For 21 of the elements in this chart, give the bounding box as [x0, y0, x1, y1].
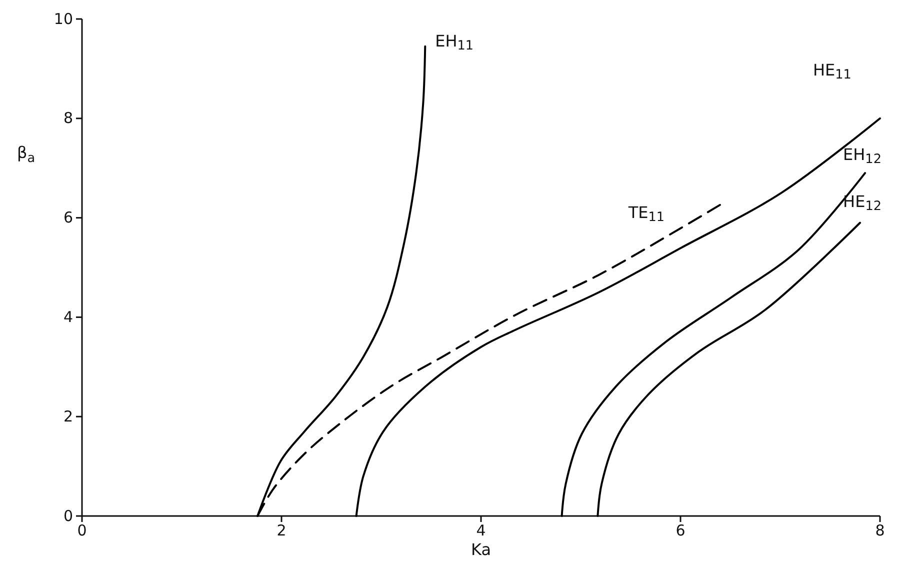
series-label: EH$_{12}$ — [843, 145, 882, 168]
x-tick-label: 6 — [676, 522, 686, 540]
line-series — [596, 222, 862, 517]
series-label: TE$_{11}$ — [627, 203, 665, 226]
y-tick-label: 6 — [63, 208, 73, 227]
y-tick-label: 2 — [63, 407, 73, 426]
x-tick-label: 0 — [77, 522, 87, 540]
y-tick-label: 4 — [63, 308, 73, 326]
series-label: EH$_{11}$ — [435, 32, 474, 54]
y-tick-label: 8 — [63, 109, 73, 128]
x-tick-label: 4 — [476, 522, 486, 540]
text: HE$_{11}$ — [813, 60, 852, 83]
y-tick-label: 0 — [63, 506, 73, 525]
series-label: HE$_{12}$ — [843, 192, 882, 214]
y-axis-title: β$_{a}$ — [16, 143, 36, 166]
x-tick-label: 8 — [875, 522, 885, 540]
line-series — [355, 117, 881, 517]
line-series — [560, 172, 866, 517]
y-tick-label: 10 — [54, 10, 73, 28]
x-axis-title: Ka — [470, 540, 492, 559]
x-tick-label: 2 — [276, 522, 286, 540]
